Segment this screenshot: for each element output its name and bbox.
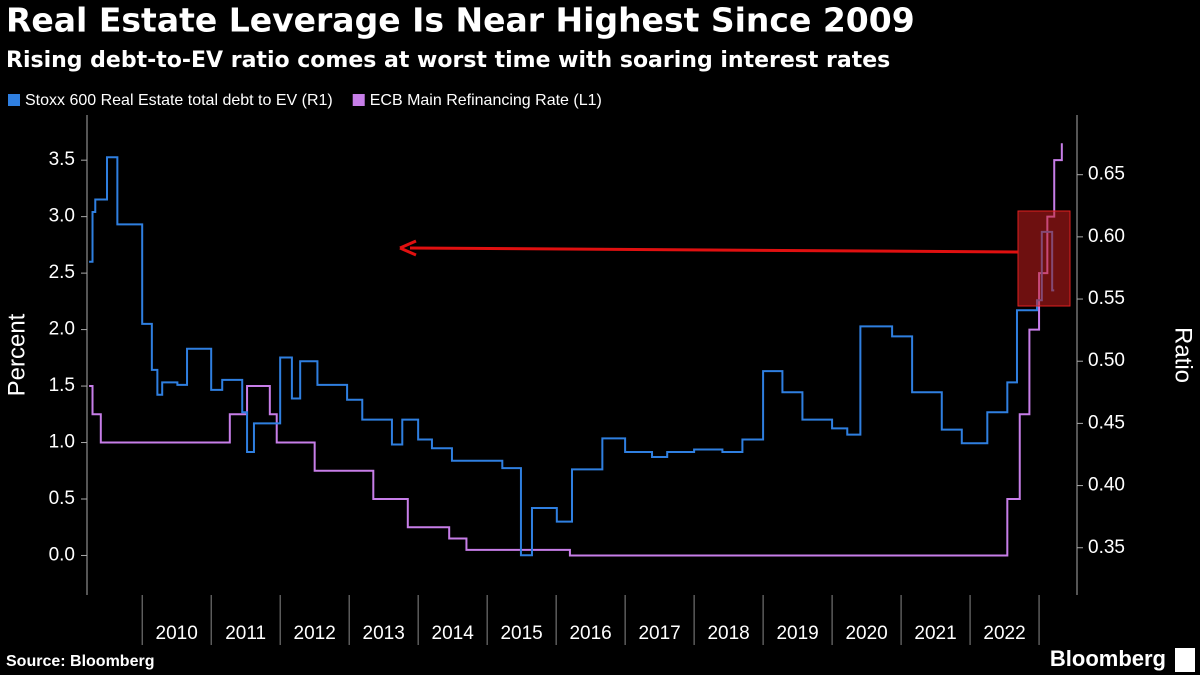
y-tick-label: 2.5 <box>49 262 75 283</box>
y-tick-label: 1.5 <box>49 375 75 396</box>
x-tick-label: 2016 <box>569 623 611 644</box>
y2-tick-label: 0.40 <box>1088 475 1125 496</box>
y2-tick-label: 0.65 <box>1088 164 1125 185</box>
y-tick-label: 3.5 <box>49 149 75 170</box>
y2-tick-label: 0.35 <box>1088 537 1125 558</box>
y2-tick-label: 0.45 <box>1088 412 1125 433</box>
x-tick-label: 2011 <box>225 623 266 644</box>
series-line <box>89 156 1055 557</box>
arrow-head <box>399 239 417 257</box>
y-tick-label: 3.0 <box>49 206 75 227</box>
y2-tick-label: 0.55 <box>1088 288 1125 309</box>
arrow-line <box>409 246 1019 254</box>
x-tick-label: 2013 <box>363 623 405 644</box>
y2-axis-label: Ratio <box>1170 327 1197 383</box>
source: Source: Bloomberg <box>6 653 154 670</box>
brand: Bloomberg <box>1050 646 1166 671</box>
y-axis-label: Percent <box>3 313 30 396</box>
x-tick-label: 2020 <box>845 623 887 644</box>
y-tick-label: 2.0 <box>49 319 75 340</box>
y2-tick-label: 0.60 <box>1088 226 1125 247</box>
x-tick-label: 2010 <box>156 623 198 644</box>
x-tick-label: 2017 <box>638 623 680 644</box>
x-tick-label: 2014 <box>432 623 475 644</box>
x-tick-label: 2015 <box>500 623 542 644</box>
y2-tick-label: 0.50 <box>1088 350 1125 371</box>
legend-swatch <box>8 94 20 106</box>
y-tick-label: 0.0 <box>49 544 75 565</box>
brand-icon <box>1175 648 1195 672</box>
chart-title: Real Estate Leverage Is Near Highest Sin… <box>6 1 915 40</box>
x-tick-label: 2021 <box>914 623 956 644</box>
x-tick-label: 2018 <box>707 623 749 644</box>
y-tick-label: 1.0 <box>49 432 75 453</box>
legend-swatch <box>352 94 365 106</box>
x-tick-label: 2019 <box>776 623 818 644</box>
y-tick-label: 0.5 <box>49 488 75 509</box>
highlight-box <box>1017 210 1071 307</box>
x-tick-label: 2022 <box>983 623 1025 644</box>
x-tick-label: 2012 <box>294 623 336 644</box>
legend-label: ECB Main Refinancing Rate (L1) <box>370 92 602 109</box>
legend-label: Stoxx 600 Real Estate total debt to EV (… <box>25 92 333 109</box>
chart-subtitle: Rising debt-to-EV ratio comes at worst t… <box>6 48 890 73</box>
